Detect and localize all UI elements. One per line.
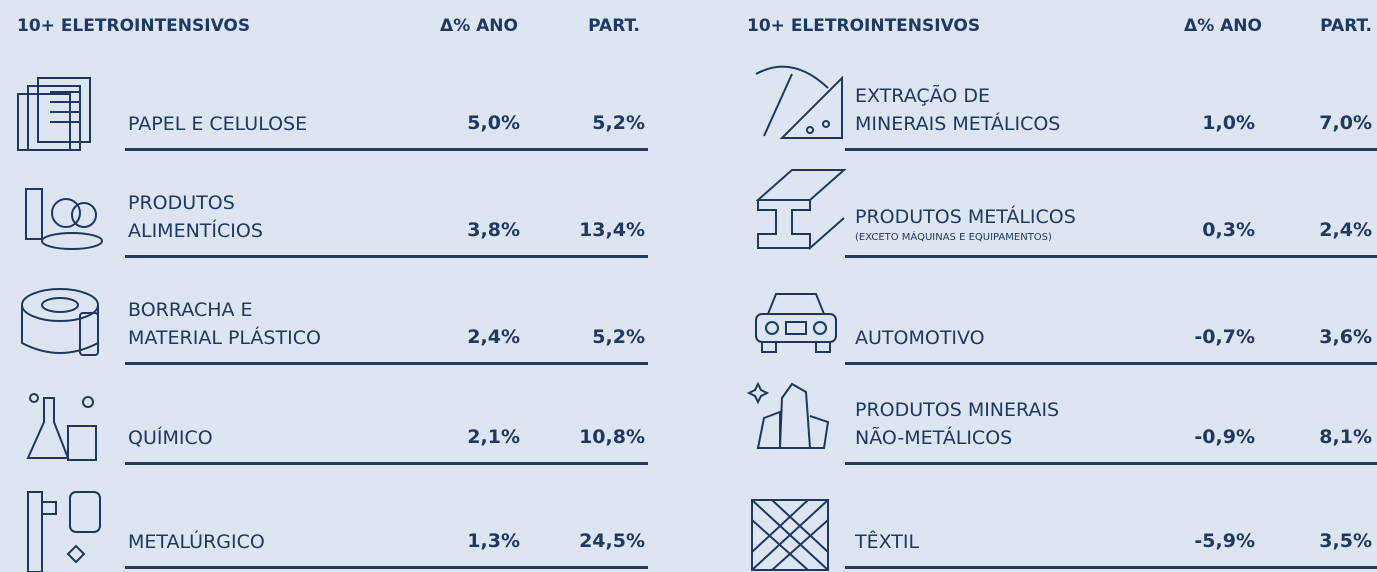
label-line: NÃO-METÁLICOS bbox=[855, 427, 1013, 449]
part-value: 24,5% bbox=[579, 530, 645, 552]
row-label: PAPEL E CELULOSE bbox=[128, 110, 307, 138]
row-label: BORRACHA E MATERIAL PLÁSTICO bbox=[128, 296, 321, 352]
part-value: 5,2% bbox=[592, 112, 645, 134]
part-value: 2,4% bbox=[1319, 219, 1372, 241]
header-delta: Δ% ANO bbox=[1184, 16, 1262, 36]
label-line: PRODUTOS MINERAIS bbox=[855, 399, 1060, 421]
delta-value: 2,1% bbox=[467, 426, 520, 448]
part-value: 3,6% bbox=[1319, 326, 1372, 348]
row-rule bbox=[125, 148, 648, 151]
row-label: PRODUTOS ALIMENTÍCIOS bbox=[128, 189, 263, 245]
label-line: EXTRAÇÃO DE bbox=[855, 85, 990, 107]
label-line: TÊXTIL bbox=[855, 531, 920, 553]
header-title: 10+ ELETROINTENSIVOS bbox=[747, 16, 981, 36]
row-rule bbox=[125, 255, 648, 258]
row-rule bbox=[125, 362, 648, 365]
part-value: 8,1% bbox=[1319, 426, 1372, 448]
icon-crystal bbox=[746, 381, 830, 449]
icon-food bbox=[25, 188, 103, 250]
row-rule bbox=[125, 566, 648, 569]
icon-paper bbox=[17, 77, 91, 151]
label-line: PRODUTOS METÁLICOS bbox=[855, 206, 1076, 228]
row-rule bbox=[125, 462, 648, 465]
label-line: PAPEL E CELULOSE bbox=[128, 113, 308, 135]
delta-value: 1,3% bbox=[467, 530, 520, 552]
delta-value: -5,9% bbox=[1194, 530, 1255, 552]
row-rule bbox=[845, 148, 1377, 151]
header-title: 10+ ELETROINTENSIVOS bbox=[17, 16, 251, 36]
delta-value: 3,8% bbox=[467, 219, 520, 241]
part-value: 13,4% bbox=[579, 219, 645, 241]
row-label: PRODUTOS MINERAIS NÃO-METÁLICOS bbox=[855, 396, 1059, 452]
label-line: AUTOMOTIVO bbox=[855, 327, 985, 349]
row-label: METALÚRGICO bbox=[128, 528, 265, 556]
row-rule bbox=[845, 255, 1377, 258]
part-value: 7,0% bbox=[1319, 112, 1372, 134]
icon-pickaxe bbox=[755, 65, 843, 139]
row-label: TÊXTIL bbox=[855, 528, 919, 556]
delta-value: 2,4% bbox=[467, 326, 520, 348]
icon-rubber bbox=[21, 288, 99, 356]
row-label: QUÍMICO bbox=[128, 424, 213, 452]
delta-value: -0,7% bbox=[1194, 326, 1255, 348]
label-line: MATERIAL PLÁSTICO bbox=[128, 327, 321, 349]
icon-beam bbox=[755, 169, 847, 251]
icon-metal bbox=[27, 491, 101, 572]
header-delta: Δ% ANO bbox=[440, 16, 518, 36]
delta-value: 5,0% bbox=[467, 112, 520, 134]
header-part: PART. bbox=[588, 16, 640, 36]
icon-textile bbox=[751, 499, 829, 571]
label-line: PRODUTOS bbox=[128, 192, 235, 214]
icon-chem bbox=[26, 393, 97, 461]
part-value: 10,8% bbox=[579, 426, 645, 448]
row-rule bbox=[845, 462, 1377, 465]
delta-value: -0,9% bbox=[1194, 426, 1255, 448]
label-line: ALIMENTÍCIOS bbox=[128, 220, 263, 242]
row-rule bbox=[845, 362, 1377, 365]
part-value: 5,2% bbox=[592, 326, 645, 348]
header-part: PART. bbox=[1320, 16, 1372, 36]
row-label: EXTRAÇÃO DE MINERAIS METÁLICOS bbox=[855, 82, 1060, 138]
label-line: BORRACHA E bbox=[128, 299, 253, 321]
label-line: QUÍMICO bbox=[128, 427, 213, 449]
row-rule bbox=[845, 566, 1377, 569]
row-label: PRODUTOS METÁLICOS (EXCETO MÁQUINAS E EQU… bbox=[855, 203, 1076, 245]
delta-value: 0,3% bbox=[1202, 219, 1255, 241]
part-value: 3,5% bbox=[1319, 530, 1372, 552]
label-line: METALÚRGICO bbox=[128, 531, 265, 553]
icon-car bbox=[755, 293, 837, 353]
delta-value: 1,0% bbox=[1202, 112, 1255, 134]
label-line: MINERAIS METÁLICOS bbox=[855, 113, 1061, 135]
sublabel: (EXCETO MÁQUINAS E EQUIPAMENTOS) bbox=[855, 232, 1052, 243]
row-label: AUTOMOTIVO bbox=[855, 324, 985, 352]
